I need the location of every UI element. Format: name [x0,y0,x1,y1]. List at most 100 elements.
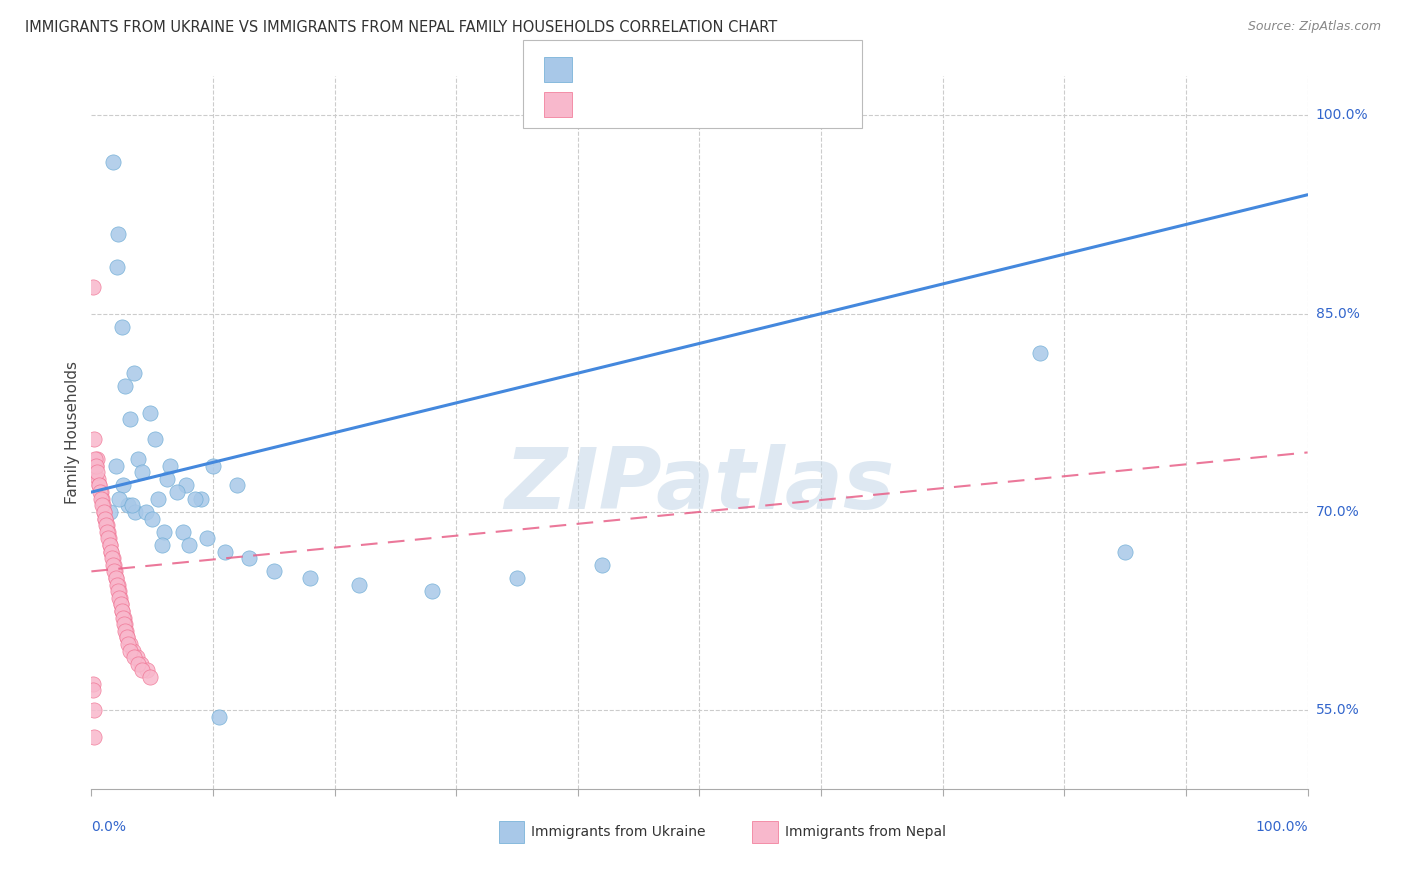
Point [104,565,127,579]
Point [108,591,131,605]
Point [107,577,129,591]
Text: 100.0%: 100.0% [1316,109,1368,122]
Point [93,505,115,519]
Point [420,584,443,599]
Point [93,505,115,519]
Point [125,650,148,665]
Text: Immigrants from Nepal: Immigrants from Nepal [785,825,946,839]
Point [103,558,125,572]
Point [226,478,249,492]
Point [107,584,129,599]
Point [98,538,121,552]
Point [347,577,370,591]
Point [103,565,125,579]
Point [166,485,188,500]
Point [177,538,200,552]
Point [108,491,131,506]
Point [107,584,129,599]
Point [90,491,112,506]
Point [114,617,136,632]
Point [89,485,111,500]
Point [100,544,122,558]
Point [82,683,104,698]
Point [208,710,231,724]
Point [104,571,127,585]
Point [124,505,146,519]
Point [89,478,111,492]
Point [83,465,105,479]
Point [127,452,149,467]
Point [135,505,157,519]
Point [84,458,107,473]
Point [120,412,142,426]
Text: 45: 45 [780,60,806,78]
Point [89,485,111,500]
Text: ZIPatlas: ZIPatlas [505,444,894,527]
Point [96,518,118,533]
Point [299,571,322,585]
Point [143,432,166,446]
Point [83,432,105,446]
Text: IMMIGRANTS FROM UKRAINE VS IMMIGRANTS FROM NEPAL FAMILY HOUSEHOLDS CORRELATION C: IMMIGRANTS FROM UKRAINE VS IMMIGRANTS FR… [25,20,778,35]
Point [122,643,145,657]
Point [105,577,128,591]
Point [110,598,132,612]
Point [83,703,105,717]
Point [127,657,149,671]
Text: Source: ZipAtlas.com: Source: ZipAtlas.com [1247,20,1381,33]
Point [104,458,127,473]
Point [1114,544,1136,558]
Point [86,465,108,479]
Text: 70.0%: 70.0% [1316,505,1360,519]
Point [111,319,134,334]
Point [94,518,117,533]
Text: R =: R = [583,95,623,113]
Point [84,458,107,473]
Point [156,472,179,486]
Text: 0.0%: 0.0% [91,820,127,834]
Point [139,670,162,684]
Y-axis label: Family Households: Family Households [65,361,80,504]
Point [97,524,120,539]
Point [111,610,134,624]
Point [87,472,110,486]
Point [117,498,139,512]
Point [117,631,139,645]
Point [96,524,118,539]
Point [131,465,153,479]
Point [112,617,135,632]
Point [112,610,135,624]
Point [114,379,136,393]
Point [122,650,145,665]
Point [98,532,121,546]
Point [101,551,124,566]
Point [110,598,132,612]
Text: N =: N = [710,95,762,113]
Point [263,565,285,579]
Point [139,406,162,420]
Point [111,478,134,492]
Point [172,524,194,539]
Point [84,452,107,467]
Point [83,730,105,744]
Point [150,538,173,552]
Point [108,591,131,605]
Text: 85.0%: 85.0% [1316,307,1360,321]
Point [115,624,138,638]
Point [120,643,142,657]
Point [1029,346,1052,360]
Point [118,637,141,651]
Point [100,544,122,558]
Point [202,458,225,473]
Point [214,544,236,558]
Point [82,676,104,690]
Point [190,491,212,506]
Text: 0.045: 0.045 [631,95,688,113]
Point [105,571,128,585]
Point [90,491,112,506]
Point [591,558,613,572]
Point [103,154,125,169]
Point [129,657,152,671]
Point [105,260,128,275]
Point [115,631,138,645]
